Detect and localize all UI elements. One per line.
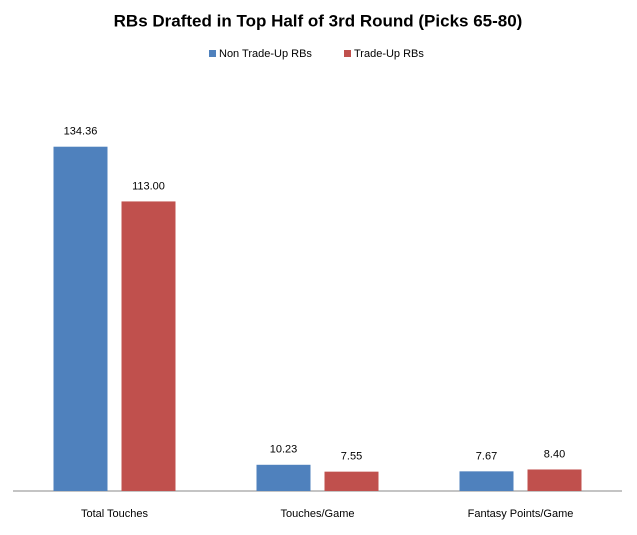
value-label: 7.67 [476, 450, 497, 462]
bar [459, 471, 514, 491]
legend-label: Non Trade-Up RBs [219, 48, 312, 60]
value-label: 10.23 [270, 444, 298, 456]
value-label: 113.00 [132, 180, 165, 192]
legend-swatch [209, 50, 216, 57]
bar [121, 201, 176, 491]
legend-swatch [344, 50, 351, 57]
legend-label: Trade-Up RBs [354, 48, 424, 60]
bar [324, 471, 379, 491]
x-tick-label: Touches/Game [281, 508, 355, 520]
bar [53, 146, 108, 491]
value-label: 7.55 [341, 451, 362, 463]
chart-title: RBs Drafted in Top Half of 3rd Round (Pi… [114, 11, 523, 30]
x-tick-label: Total Touches [81, 508, 149, 520]
bar [256, 464, 311, 491]
bar [527, 469, 582, 491]
x-tick-label: Fantasy Points/Game [468, 508, 574, 520]
value-label: 8.40 [544, 448, 565, 460]
value-label: 134.36 [64, 126, 98, 138]
